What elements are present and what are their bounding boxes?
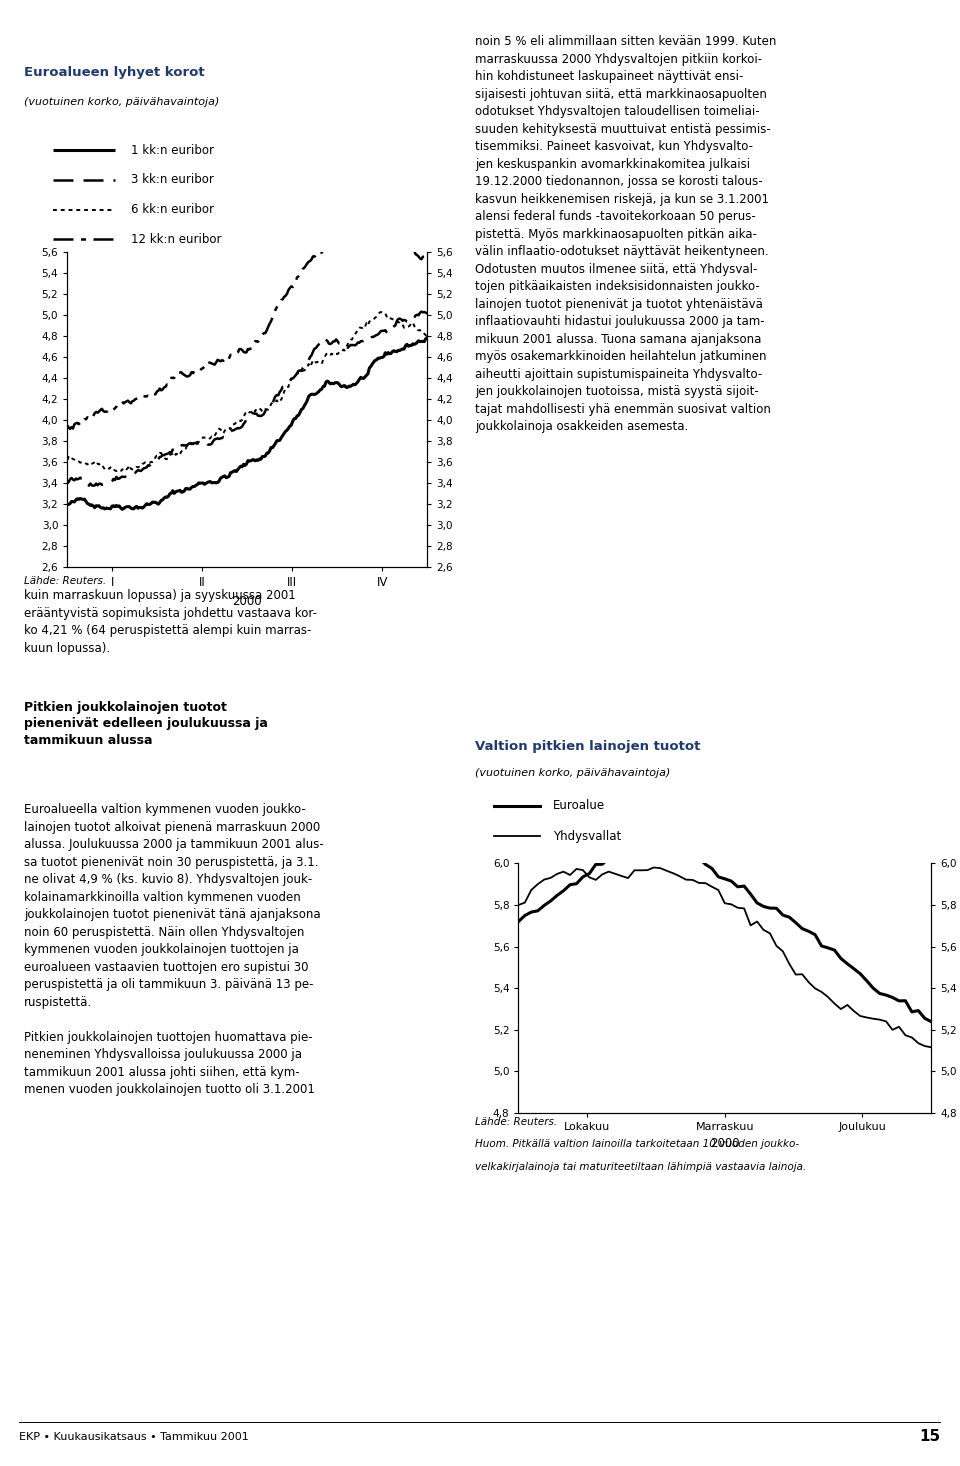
- Text: 3 kk:n euribor: 3 kk:n euribor: [131, 173, 213, 186]
- Text: Euroalueen lyhyet korot: Euroalueen lyhyet korot: [24, 66, 204, 79]
- Text: Lähde: Reuters.: Lähde: Reuters.: [475, 1117, 558, 1127]
- Text: (vuotuinen korko, päivähavaintoja): (vuotuinen korko, päivähavaintoja): [24, 97, 220, 107]
- Text: Huom. Pitkällä valtion lainoilla tarkoitetaan 10 vuoden joukko-: Huom. Pitkällä valtion lainoilla tarkoit…: [475, 1139, 800, 1149]
- Text: Euroalue: Euroalue: [553, 799, 605, 812]
- X-axis label: 2000: 2000: [710, 1138, 739, 1151]
- Text: noin 5 % eli alimmillaan sitten kevään 1999. Kuten
marraskuussa 2000 Yhdysvaltoj: noin 5 % eli alimmillaan sitten kevään 1…: [475, 35, 777, 432]
- Text: Euroalueella valtion kymmenen vuoden joukko-
lainojen tuotot alkoivat pienenä ma: Euroalueella valtion kymmenen vuoden jou…: [24, 803, 324, 1097]
- Text: (vuotuinen korko, päivähavaintoja): (vuotuinen korko, päivähavaintoja): [475, 768, 671, 778]
- X-axis label: 2000: 2000: [232, 595, 262, 608]
- Text: Kuvio 7.: Kuvio 7.: [31, 40, 94, 54]
- Text: Kuvio 8.: Kuvio 8.: [482, 714, 545, 729]
- Text: Valtion pitkien lainojen tuotot: Valtion pitkien lainojen tuotot: [475, 740, 701, 754]
- Text: velkakirjalainoja tai maturiteetiltaan lähimpiä vastaavia lainoja.: velkakirjalainoja tai maturiteetiltaan l…: [475, 1163, 806, 1173]
- Text: kuin marraskuun lopussa) ja syyskuussa 2001
erääntyvistä sopimuksista johdettu v: kuin marraskuun lopussa) ja syyskuussa 2…: [24, 589, 317, 655]
- Text: 12 kk:n euribor: 12 kk:n euribor: [131, 233, 221, 246]
- Text: Pitkien joukkolainojen tuotot
pienenivät edelleen joulukuussa ja
tammikuun aluss: Pitkien joukkolainojen tuotot pienenivät…: [24, 701, 268, 746]
- Text: 15: 15: [920, 1429, 941, 1444]
- Text: 6 kk:n euribor: 6 kk:n euribor: [131, 204, 213, 216]
- Text: Lähde: Reuters.: Lähde: Reuters.: [24, 576, 107, 586]
- Text: 1 kk:n euribor: 1 kk:n euribor: [131, 144, 213, 157]
- Text: Yhdysvallat: Yhdysvallat: [553, 830, 621, 843]
- Text: EKP • Kuukausikatsaus • Tammikuu 2001: EKP • Kuukausikatsaus • Tammikuu 2001: [19, 1432, 249, 1443]
